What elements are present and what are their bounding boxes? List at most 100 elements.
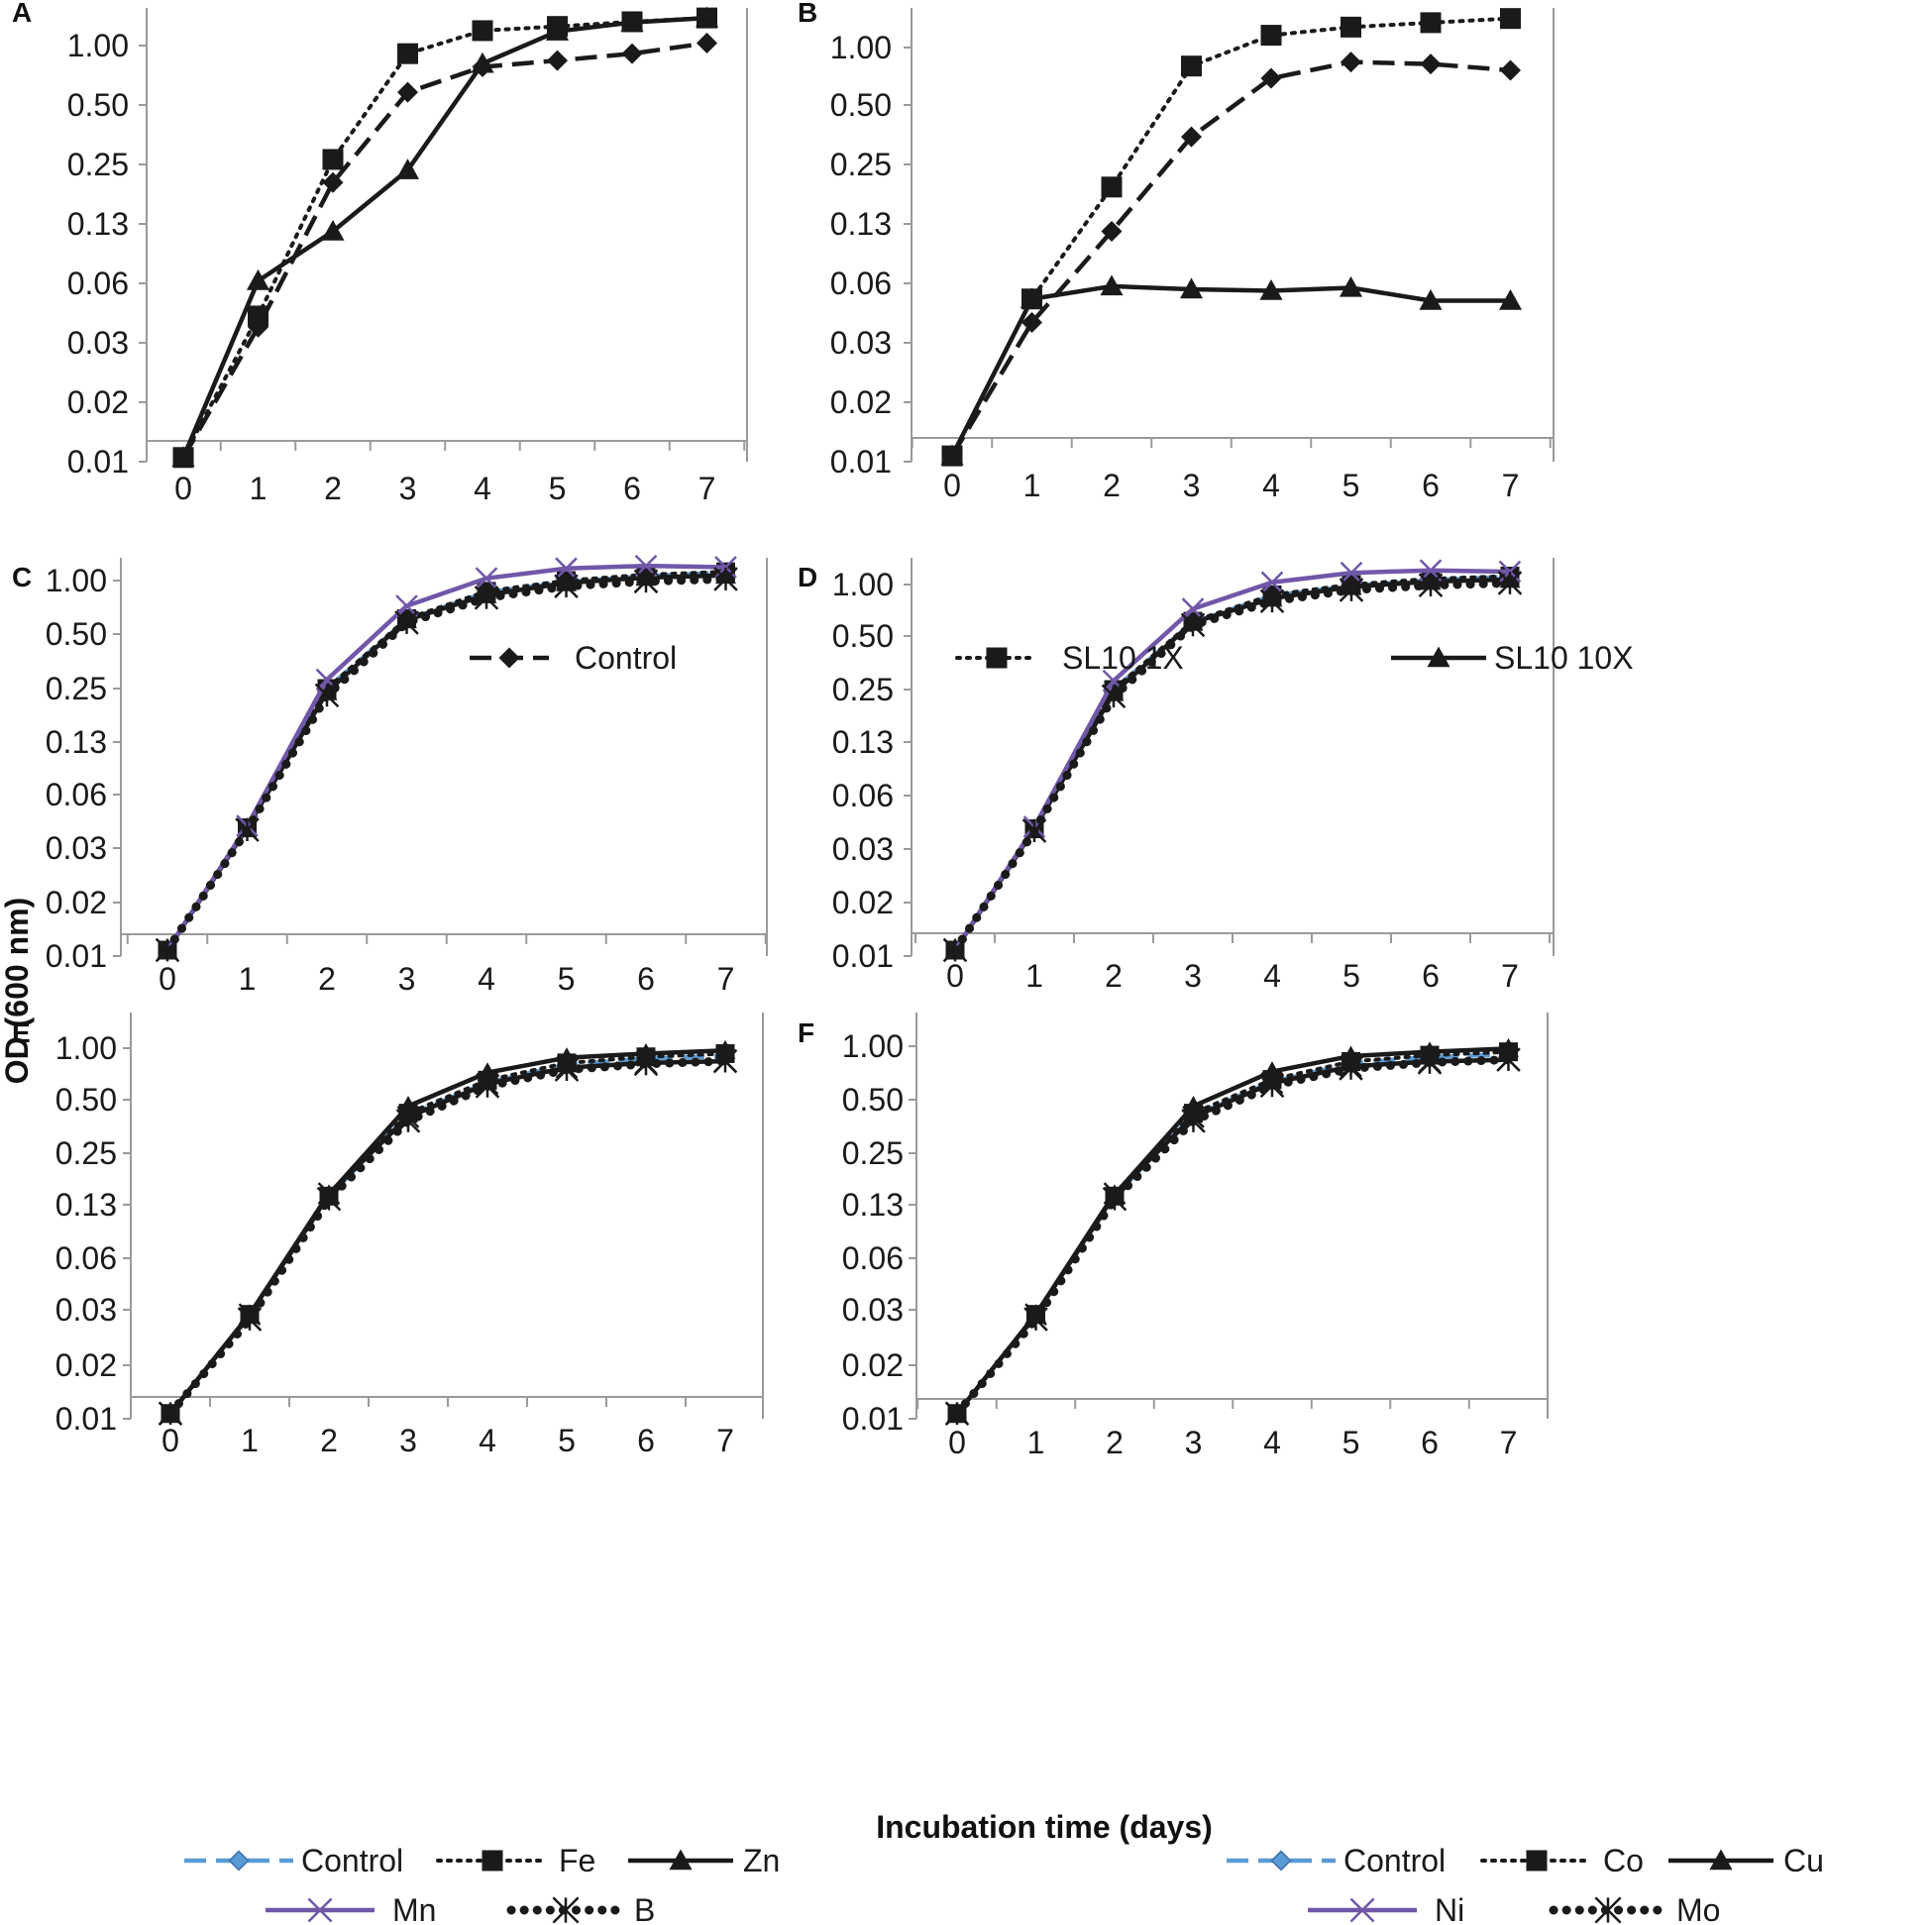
y-tick-label: 0.50 — [830, 87, 892, 123]
triangle-marker — [940, 444, 964, 466]
square-legend-icon — [482, 1850, 503, 1872]
x-tick-label: 5 — [1342, 1425, 1360, 1460]
triangle-marker — [1179, 277, 1204, 299]
x-tick-label: 1 — [239, 961, 257, 997]
triangle-marker — [1259, 278, 1283, 300]
x-tick-label: 6 — [637, 1423, 655, 1458]
triangle-marker — [397, 1096, 419, 1115]
diamond-marker — [1020, 312, 1043, 334]
diamond-marker — [322, 171, 344, 193]
x-tick-label: 6 — [1422, 468, 1440, 503]
diamond-marker — [696, 32, 718, 53]
y-tick-label: 0.06 — [842, 1240, 904, 1276]
series-b — [158, 1048, 738, 1427]
panel-e: E 0.01 0.02 0.03 0.06 0.13 0.25 0.50 1.00 0 1 2 3 4 5 6… — [12, 1013, 764, 1458]
y-tick-label: 0.50 — [46, 616, 107, 652]
star-marker — [942, 937, 968, 963]
y-tick-label: 0.02 — [55, 1347, 117, 1383]
series-line — [165, 563, 726, 952]
star-marker — [395, 1109, 421, 1133]
x-tick-label: 2 — [324, 471, 342, 506]
triangle-marker — [1020, 287, 1044, 309]
panel-letter: F — [798, 1017, 814, 1048]
triangle-marker — [714, 1039, 736, 1059]
y-tick-label: 0.02 — [46, 885, 107, 920]
series-line — [950, 59, 1511, 458]
panel-letter: A — [12, 0, 32, 28]
legend-entry: Ni — [1308, 1892, 1464, 1925]
series-sl10-10x — [940, 274, 1523, 466]
series-line — [165, 573, 726, 952]
y-tick-label: 0.25 — [832, 672, 894, 707]
x-tick-label: 0 — [948, 1425, 966, 1460]
star-marker — [633, 1051, 659, 1077]
series-sl10-10x — [171, 6, 719, 468]
y-tick-label: 0.01 — [832, 938, 894, 974]
series-mo — [942, 571, 1523, 963]
square-marker — [1420, 12, 1442, 34]
series-line — [181, 41, 707, 459]
x-tick-label: 0 — [946, 958, 964, 994]
y-tick-label: 0.03 — [842, 1292, 904, 1328]
legend-bottom-left: Control Fe Zn Mn B — [184, 1843, 780, 1925]
panel-f: F 0.01 0.02 0.03 0.06 0.13 0.25 0.50 1.00 0 1 2 3 4 5 6… — [798, 1013, 1549, 1460]
legend-label: Zn — [743, 1843, 780, 1878]
series-line — [950, 16, 1513, 459]
y-tick-label: 0.02 — [832, 885, 894, 920]
legend-entry: Control — [184, 1843, 403, 1878]
panel-letter: B — [798, 0, 817, 28]
series-line — [168, 1058, 726, 1416]
y-tick-label: 0.13 — [46, 724, 107, 760]
x-tick-label: 0 — [161, 1423, 179, 1458]
series-line — [953, 574, 1511, 952]
x-axis-title: Incubation time (days) — [876, 1809, 1213, 1845]
x-tick-label: 7 — [1501, 958, 1519, 994]
x-marker — [1260, 571, 1284, 594]
y-tick-label: 0.50 — [832, 618, 894, 654]
legend-top: Control SL10 1X SL10 10X — [470, 640, 1634, 676]
x-tick-label: 6 — [623, 471, 641, 506]
legend-label: SL10 1X — [1062, 640, 1184, 676]
y-tick-label: 0.13 — [55, 1187, 117, 1223]
legend-label: Mn — [392, 1892, 436, 1925]
y-tick-label: 0.50 — [67, 87, 129, 123]
series-co — [945, 566, 1520, 960]
y-tick-label: 0.06 — [55, 1240, 117, 1276]
x-legend-icon — [307, 1897, 333, 1923]
star-marker — [1259, 588, 1285, 614]
series-line — [952, 1055, 1513, 1419]
series-line — [953, 574, 1512, 953]
y-tick-label: 0.03 — [67, 325, 129, 361]
x-legend-icon — [1349, 1897, 1375, 1923]
y-tick-label: 1.00 — [46, 563, 107, 598]
y-tick-label: 0.25 — [46, 671, 107, 706]
star-marker — [1259, 1073, 1285, 1099]
panel-b: B 0.01 0.02 0.03 0.06 0.13 0.25 0.50 1.00 0 1 2 3 4 5 6… — [798, 0, 1555, 503]
series-line — [955, 1057, 1509, 1416]
x-tick-label: 5 — [558, 1423, 576, 1458]
diamond-marker — [1499, 59, 1522, 81]
y-tick-label: 0.01 — [830, 444, 892, 480]
y-tick-label: 0.02 — [842, 1347, 904, 1383]
x-marker — [1340, 561, 1363, 585]
series-ni — [943, 559, 1522, 962]
series-line — [955, 1046, 1509, 1416]
diamond-legend-icon — [228, 1850, 250, 1872]
y-tick-label: 0.02 — [67, 384, 129, 420]
x-tick-label: 1 — [1025, 958, 1043, 994]
panel-letter: E — [12, 1017, 31, 1048]
star-marker — [554, 1057, 580, 1082]
x-marker — [475, 567, 498, 590]
star-marker — [633, 569, 659, 594]
y-tick-label: 1.00 — [67, 28, 129, 63]
legend-entry: B — [506, 1892, 655, 1925]
x-tick-label: 7 — [717, 961, 735, 997]
legend-entry: Zn — [628, 1843, 780, 1878]
series-line — [165, 570, 728, 953]
star-marker — [1023, 1307, 1048, 1332]
y-tick-label: 1.00 — [842, 1028, 904, 1064]
series-line — [168, 1048, 726, 1416]
diamond-marker — [1260, 67, 1282, 89]
panel-a: A 0.01 0.02 0.03 0.06 0.13 0.25 0.50 1.00 0 1 2 3 4 5 6… — [12, 0, 748, 506]
star-legend-icon — [552, 1896, 580, 1924]
